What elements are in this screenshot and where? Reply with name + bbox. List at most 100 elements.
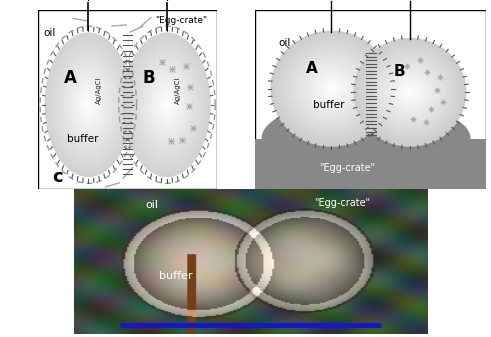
Ellipse shape <box>403 86 417 99</box>
Ellipse shape <box>54 48 123 162</box>
Ellipse shape <box>293 52 371 126</box>
Text: b: b <box>246 0 259 1</box>
Ellipse shape <box>283 43 380 135</box>
Ellipse shape <box>377 60 443 124</box>
Text: A: A <box>306 61 318 75</box>
Ellipse shape <box>159 93 175 117</box>
Ellipse shape <box>126 36 209 173</box>
Ellipse shape <box>305 64 358 114</box>
Ellipse shape <box>276 37 386 141</box>
Text: Ag/AgCl: Ag/AgCl <box>96 77 102 104</box>
Text: a: a <box>36 0 49 1</box>
Ellipse shape <box>289 49 374 129</box>
Ellipse shape <box>273 34 389 144</box>
Bar <box>255 139 486 189</box>
Ellipse shape <box>327 85 336 93</box>
Ellipse shape <box>166 104 168 106</box>
Ellipse shape <box>56 51 121 158</box>
Ellipse shape <box>132 48 202 162</box>
Ellipse shape <box>354 38 466 147</box>
Text: "Egg-crate": "Egg-crate" <box>314 198 370 208</box>
Ellipse shape <box>52 44 125 166</box>
Ellipse shape <box>76 85 101 124</box>
Text: Ag/AgCl: Ag/AgCl <box>175 77 181 104</box>
Ellipse shape <box>406 89 414 96</box>
Ellipse shape <box>321 79 342 99</box>
Ellipse shape <box>155 85 179 124</box>
Ellipse shape <box>315 73 349 104</box>
Polygon shape <box>262 106 401 139</box>
Ellipse shape <box>365 49 455 135</box>
Ellipse shape <box>409 91 411 93</box>
Ellipse shape <box>362 46 458 138</box>
Ellipse shape <box>391 74 429 110</box>
Ellipse shape <box>128 40 206 170</box>
Ellipse shape <box>143 66 191 143</box>
Ellipse shape <box>49 40 128 170</box>
Text: oil: oil <box>145 200 158 210</box>
Ellipse shape <box>324 82 339 96</box>
Ellipse shape <box>83 96 94 113</box>
Ellipse shape <box>368 52 452 133</box>
Ellipse shape <box>394 77 426 107</box>
Ellipse shape <box>81 93 96 117</box>
Ellipse shape <box>130 44 204 166</box>
Ellipse shape <box>280 40 383 138</box>
Ellipse shape <box>72 78 105 132</box>
Ellipse shape <box>136 55 197 155</box>
Ellipse shape <box>69 74 108 136</box>
Text: B: B <box>143 69 156 87</box>
Ellipse shape <box>164 100 170 110</box>
Ellipse shape <box>58 55 119 155</box>
Ellipse shape <box>356 41 464 144</box>
Ellipse shape <box>74 81 103 128</box>
Ellipse shape <box>139 59 195 151</box>
Ellipse shape <box>157 89 177 121</box>
Ellipse shape <box>87 104 89 106</box>
Ellipse shape <box>65 66 112 143</box>
Ellipse shape <box>382 66 437 119</box>
Ellipse shape <box>308 67 355 111</box>
Ellipse shape <box>146 70 188 140</box>
Ellipse shape <box>60 59 116 151</box>
Ellipse shape <box>286 46 377 132</box>
Ellipse shape <box>123 32 211 177</box>
Ellipse shape <box>79 89 98 121</box>
Text: oil: oil <box>43 28 55 38</box>
Ellipse shape <box>330 88 332 90</box>
Ellipse shape <box>135 51 199 158</box>
Ellipse shape <box>302 61 361 117</box>
Text: oil: oil <box>278 38 291 48</box>
Polygon shape <box>350 110 470 139</box>
Ellipse shape <box>400 83 420 102</box>
Ellipse shape <box>371 55 449 130</box>
Text: buffer: buffer <box>160 271 193 281</box>
Text: "Egg-crate": "Egg-crate" <box>320 163 376 173</box>
Ellipse shape <box>299 58 364 120</box>
Text: A: A <box>64 69 77 87</box>
Ellipse shape <box>318 76 345 102</box>
Ellipse shape <box>385 69 435 116</box>
Ellipse shape <box>380 63 440 121</box>
Ellipse shape <box>141 63 192 147</box>
Ellipse shape <box>45 32 132 177</box>
Ellipse shape <box>85 100 91 110</box>
Ellipse shape <box>397 80 423 104</box>
Ellipse shape <box>162 96 172 113</box>
Ellipse shape <box>63 63 114 147</box>
Ellipse shape <box>47 36 130 173</box>
Ellipse shape <box>271 31 393 147</box>
Text: c: c <box>53 168 63 186</box>
Text: B: B <box>394 64 406 79</box>
Ellipse shape <box>359 43 461 141</box>
Ellipse shape <box>388 72 432 113</box>
Ellipse shape <box>148 74 186 136</box>
Text: "Egg-crate": "Egg-crate" <box>155 16 207 25</box>
Text: buffer: buffer <box>67 134 99 144</box>
Ellipse shape <box>311 70 352 108</box>
Ellipse shape <box>150 78 184 132</box>
Text: buffer: buffer <box>313 100 345 110</box>
Ellipse shape <box>153 81 181 128</box>
Ellipse shape <box>67 70 109 140</box>
Ellipse shape <box>374 58 446 127</box>
